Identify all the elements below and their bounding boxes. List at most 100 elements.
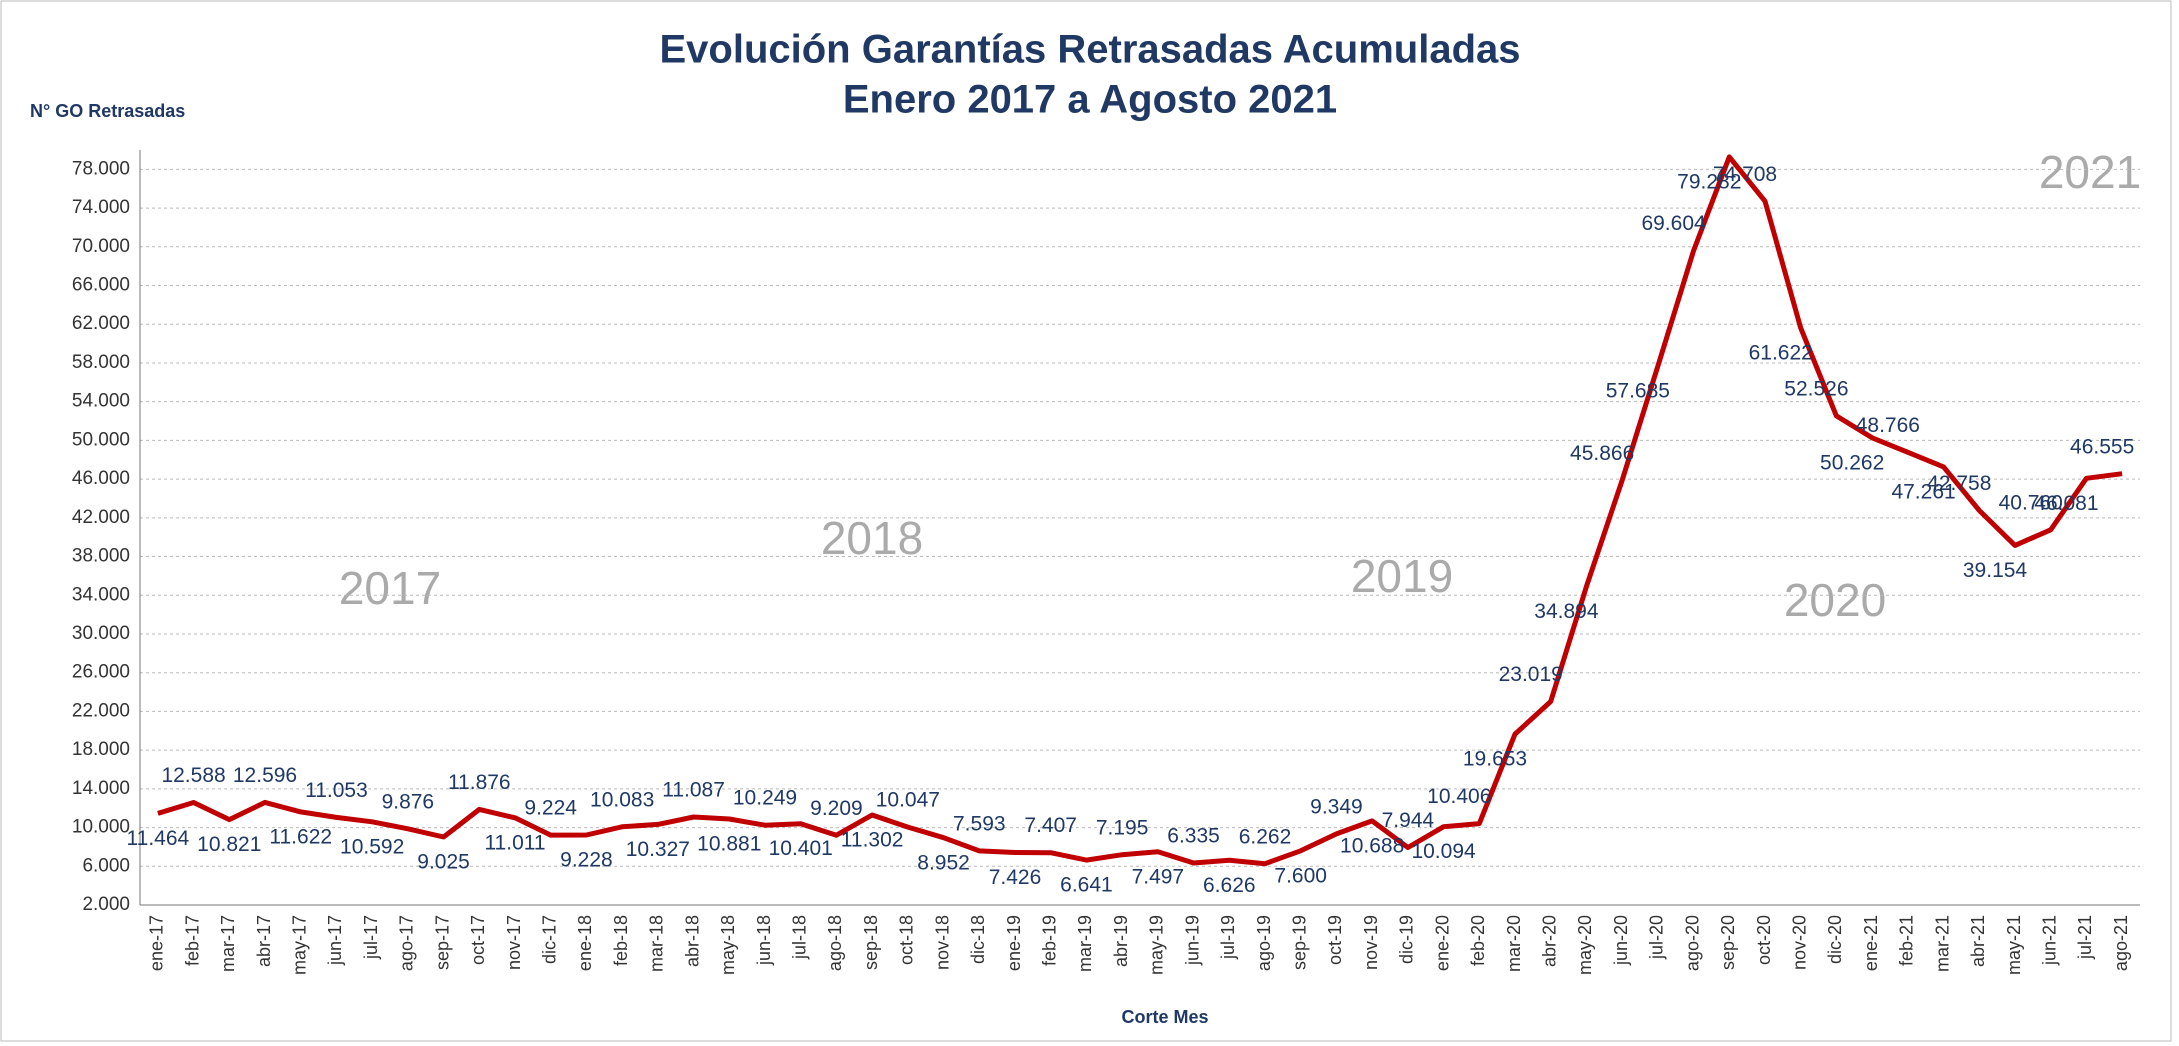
data-label: 11.087	[662, 779, 725, 802]
data-label: 23.019	[1499, 663, 1563, 686]
y-tick-label: 38.000	[72, 546, 130, 567]
x-tick-label: feb-19	[1039, 915, 1059, 966]
x-axis-label: Corte Mes	[1121, 1007, 1208, 1027]
y-tick-label: 18.000	[72, 739, 130, 760]
data-label: 6.626	[1203, 874, 1256, 897]
x-tick-label: jun-18	[754, 915, 774, 966]
data-label: 11.464	[127, 827, 190, 850]
data-label: 19.653	[1463, 748, 1527, 771]
data-label: 7.407	[1024, 814, 1077, 837]
x-tick-label: sep-19	[1289, 915, 1309, 970]
data-label: 7.944	[1382, 809, 1435, 832]
data-label: 46.555	[2070, 435, 2134, 458]
data-label: 10.592	[340, 835, 404, 858]
y-tick-label: 30.000	[72, 623, 130, 644]
y-tick-label: 62.000	[72, 313, 130, 334]
chart-title: Evolución Garantías Retrasadas Acumulada…	[659, 28, 1520, 72]
x-tick-label: nov-17	[504, 915, 524, 970]
data-label: 52.526	[1784, 377, 1848, 400]
x-tick-label: mar-21	[1932, 915, 1952, 972]
x-tick-label: ene-20	[1432, 915, 1452, 971]
year-annotation: 2018	[821, 512, 923, 564]
x-tick-label: dic-19	[1397, 915, 1417, 964]
x-tick-label: ago-19	[1254, 915, 1274, 971]
data-label: 45.866	[1570, 442, 1634, 465]
data-label: 7.426	[989, 866, 1042, 889]
data-label: 34.894	[1534, 600, 1599, 623]
x-tick-label: abr-21	[1968, 915, 1988, 967]
x-tick-label: abr-17	[254, 915, 274, 967]
data-label: 10.821	[197, 833, 261, 856]
data-label: 61.622	[1749, 341, 1813, 364]
data-label: 7.195	[1096, 816, 1149, 839]
data-label: 9.209	[810, 797, 863, 820]
x-tick-label: dic-20	[1825, 915, 1845, 964]
x-tick-label: ene-19	[1004, 915, 1024, 971]
x-tick-label: feb-18	[611, 915, 631, 966]
x-tick-label: oct-20	[1754, 915, 1774, 965]
x-tick-label: jul-21	[2075, 915, 2095, 960]
x-tick-label: may-18	[718, 915, 738, 975]
x-tick-label: feb-20	[1468, 915, 1488, 966]
data-label: 69.604	[1641, 212, 1706, 235]
data-label: 10.401	[769, 837, 833, 860]
x-tick-label: may-17	[289, 915, 309, 975]
data-label: 11.011	[484, 831, 545, 854]
x-tick-label: mar-17	[218, 915, 238, 972]
data-label: 48.766	[1856, 414, 1920, 437]
x-tick-label: ago-20	[1682, 915, 1702, 971]
x-tick-label: jul-20	[1647, 915, 1667, 960]
year-annotation: 2017	[339, 562, 441, 614]
x-tick-label: oct-17	[468, 915, 488, 965]
y-tick-label: 34.000	[72, 584, 130, 605]
x-tick-label: mar-19	[1075, 915, 1095, 972]
x-tick-label: sep-18	[861, 915, 881, 970]
x-tick-label: jul-19	[1218, 915, 1238, 960]
data-label: 9.876	[382, 790, 435, 813]
data-label: 10.881	[697, 833, 761, 856]
x-tick-label: abr-20	[1539, 915, 1559, 967]
data-label: 10.083	[590, 788, 654, 811]
x-tick-label: mar-18	[647, 915, 667, 972]
x-tick-label: may-21	[2004, 915, 2024, 975]
data-label: 39.154	[1963, 559, 2028, 582]
x-tick-label: nov-19	[1361, 915, 1381, 970]
data-label: 10.094	[1411, 840, 1476, 863]
line	[157, 154, 2123, 867]
x-tick-label: dic-17	[539, 915, 559, 964]
x-tick-label: jul-17	[361, 915, 381, 960]
data-label: 47.261	[1891, 480, 1955, 503]
y-tick-label: 10.000	[72, 817, 130, 838]
data-label: 50.262	[1820, 451, 1884, 474]
x-tick-label: oct-19	[1325, 915, 1345, 965]
year-annotation: 2021	[2039, 146, 2141, 198]
data-label: 10.249	[733, 787, 797, 810]
x-tick-label: ago-18	[825, 915, 845, 971]
data-label: 7.497	[1132, 865, 1185, 888]
data-label: 9.228	[560, 849, 613, 872]
x-tick-label: jun-21	[2039, 915, 2059, 966]
x-tick-label: abr-19	[1111, 915, 1131, 967]
data-label: 7.600	[1274, 864, 1327, 887]
y-tick-label: 58.000	[72, 352, 130, 373]
x-tick-label: dic-18	[968, 915, 988, 964]
data-label: 11.302	[841, 829, 904, 852]
data-label: 11.876	[448, 771, 511, 794]
data-label: 10.327	[626, 838, 690, 861]
x-tick-label: sep-17	[432, 915, 452, 970]
data-label: 10.047	[876, 789, 940, 812]
x-tick-label: jun-17	[325, 915, 345, 966]
y-tick-label: 26.000	[72, 662, 130, 683]
x-tick-label: ene-18	[575, 915, 595, 971]
y-tick-label: 66.000	[72, 275, 130, 296]
y-tick-label: 22.000	[72, 700, 130, 721]
y-axis-label: N° GO Retrasadas	[30, 101, 185, 121]
data-label: 10.406	[1427, 785, 1491, 808]
x-tick-label: nov-20	[1789, 915, 1809, 970]
y-tick-label: 14.000	[72, 778, 130, 799]
data-label: 57.685	[1606, 380, 1670, 403]
year-annotation: 2019	[1351, 550, 1453, 602]
data-label: 6.262	[1239, 825, 1292, 848]
